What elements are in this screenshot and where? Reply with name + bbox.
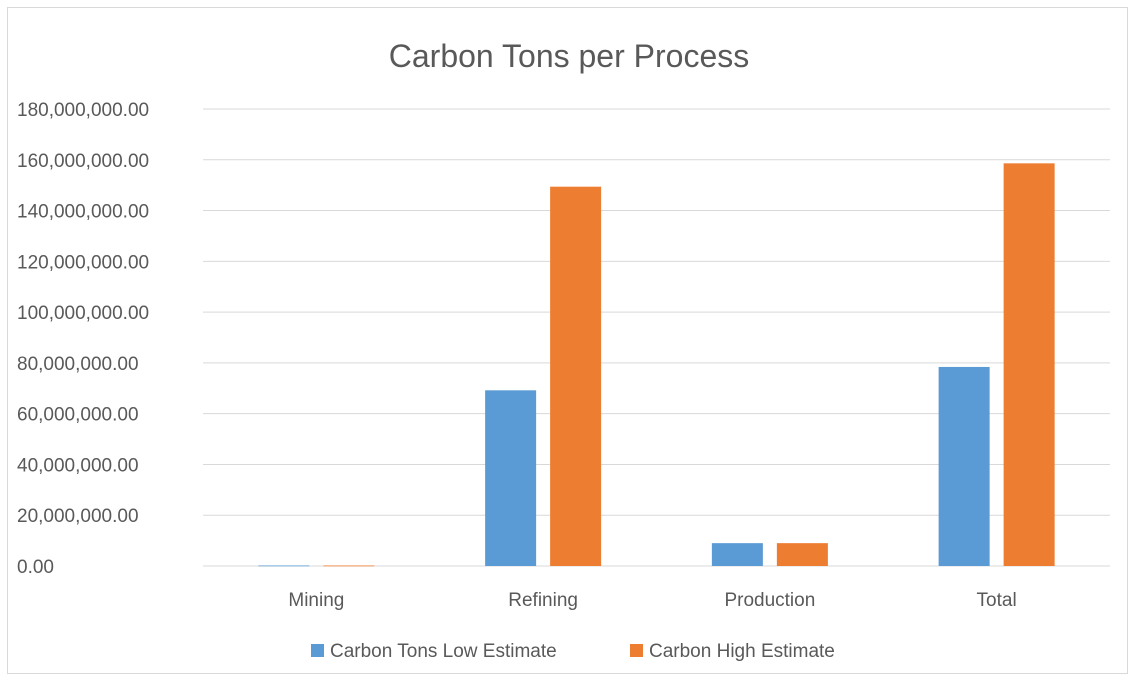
x-tick-label: Mining (288, 590, 344, 611)
bar-mining-series-1 (258, 565, 310, 567)
legend: Carbon Tons Low Estimate Carbon High Esti… (311, 641, 835, 662)
bar-total-series-1 (938, 366, 990, 566)
y-tick-label: 180,000,000.00 (17, 100, 149, 121)
y-tick-label: 100,000,000.00 (17, 303, 149, 324)
bars (258, 163, 1055, 567)
legend-label-series-2: Carbon High Estimate (649, 641, 835, 662)
x-tick-label: Total (977, 590, 1017, 611)
y-tick-label: 0.00 (17, 557, 54, 578)
y-tick-label: 120,000,000.00 (17, 252, 149, 273)
legend-label-series-1: Carbon Tons Low Estimate (330, 641, 557, 662)
y-tick-label: 40,000,000.00 (17, 455, 139, 476)
y-tick-label: 160,000,000.00 (17, 151, 149, 172)
x-tick-label: Production (724, 590, 815, 611)
bar-mining-series-2 (323, 565, 375, 567)
x-axis-tick-labels: Mining Refining Production Total (288, 590, 1016, 611)
bar-production-series-1 (711, 543, 763, 566)
legend-swatch-series-1 (311, 644, 324, 657)
y-axis-tick-labels: 0.00 20,000,000.00 40,000,000.00 60,000,000… (17, 100, 149, 578)
chart-title: Carbon Tons per Process (389, 38, 749, 74)
bar-total-series-2 (1003, 163, 1055, 567)
x-tick-label: Refining (508, 590, 578, 611)
bar-refining-series-1 (485, 390, 537, 566)
y-tick-label: 60,000,000.00 (17, 405, 139, 426)
bar-production-series-2 (776, 543, 828, 566)
y-tick-label: 140,000,000.00 (17, 202, 149, 223)
bar-refining-series-2 (550, 186, 602, 566)
y-tick-label: 80,000,000.00 (17, 354, 139, 375)
legend-swatch-series-2 (630, 644, 643, 657)
y-tick-label: 20,000,000.00 (17, 506, 139, 527)
